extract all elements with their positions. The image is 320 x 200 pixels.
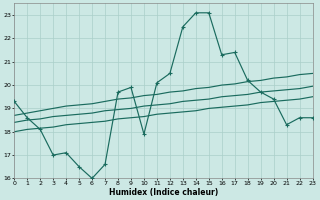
X-axis label: Humidex (Indice chaleur): Humidex (Indice chaleur)	[109, 188, 218, 197]
